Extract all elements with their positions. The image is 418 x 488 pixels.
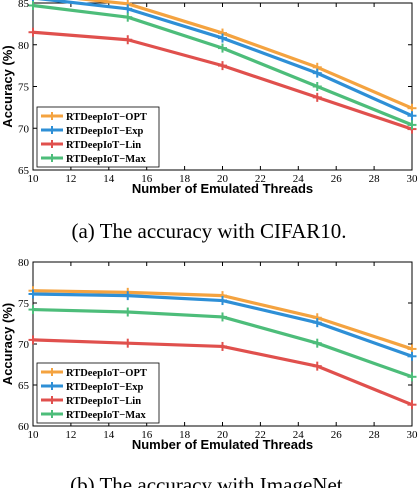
x-axis-label: Number of Emulated Threads — [132, 181, 313, 196]
data-point-lin — [123, 35, 133, 45]
y-tick-label: 65 — [18, 165, 30, 177]
data-point-max — [28, 305, 38, 315]
y-tick-label: 80 — [18, 40, 30, 52]
x-tick-label: 22 — [255, 429, 266, 441]
y-axis-label: Accuracy (%) — [0, 45, 15, 127]
x-tick-label: 14 — [103, 429, 115, 441]
data-point-max — [407, 372, 417, 382]
y-tick-label: 75 — [18, 82, 30, 94]
legend-item-exp: RTDeepIoT−Exp — [41, 382, 144, 393]
figure-caption: (b) The accuracy with ImageNet. — [70, 473, 348, 488]
data-point-lin — [218, 341, 227, 351]
x-tick-label: 28 — [369, 173, 381, 185]
data-point-lin — [218, 61, 227, 71]
data-point-exp — [312, 318, 322, 328]
legend-label: RTDeepIoT−Lin — [66, 140, 141, 151]
data-point-exp — [218, 296, 227, 306]
legend-item-lin: RTDeepIoT−Lin — [41, 140, 141, 151]
x-tick-label: 20 — [217, 173, 229, 185]
legend-label: RTDeepIoT−Exp — [66, 126, 144, 137]
legend-label: RTDeepIoT−Max — [66, 154, 146, 165]
legend: RTDeepIoT−OPT RTDeepIoT−Exp RTDeepIoT−Lin R… — [36, 362, 160, 424]
x-tick-label: 30 — [407, 173, 418, 185]
data-point-exp — [28, 289, 38, 299]
data-point-lin — [312, 92, 322, 102]
data-point-max — [28, 1, 38, 11]
x-tick-label: 12 — [65, 429, 76, 441]
data-point-exp — [218, 33, 227, 43]
x-tick-label: 24 — [293, 429, 305, 441]
data-point-lin — [407, 400, 417, 410]
legend-item-opt: RTDeepIoT−OPT — [41, 112, 147, 123]
y-tick-label: 85 — [18, 0, 30, 10]
data-point-lin — [28, 335, 38, 345]
legend-label: RTDeepIoT−OPT — [66, 368, 147, 379]
y-tick-label: 80 — [18, 257, 30, 269]
x-tick-label: 18 — [179, 429, 191, 441]
data-point-lin — [28, 27, 38, 37]
x-tick-label: 14 — [103, 173, 115, 185]
legend: RTDeepIoT−OPT RTDeepIoT−Exp RTDeepIoT−Lin R… — [36, 106, 160, 168]
chart-panel-1: 10 12 14 16 18 20 22 24 26 28 30 65 70 75 80 85 Number o… — [0, 0, 418, 243]
data-point-max — [407, 120, 417, 130]
data-point-max — [312, 82, 322, 91]
data-point-max — [123, 12, 133, 22]
x-tick-label: 26 — [331, 429, 343, 441]
x-tick-label: 30 — [407, 429, 418, 441]
data-point-exp — [407, 111, 417, 121]
x-tick-label: 16 — [141, 173, 153, 185]
data-point-max — [218, 312, 227, 322]
y-tick-label: 75 — [18, 298, 30, 310]
data-point-exp — [123, 291, 133, 301]
x-tick-label: 22 — [255, 173, 266, 185]
x-tick-label: 20 — [217, 429, 229, 441]
x-tick-label: 24 — [293, 173, 305, 185]
x-axis-label: Number of Emulated Threads — [132, 437, 313, 452]
data-point-max — [218, 43, 227, 53]
y-tick-label: 60 — [18, 421, 30, 433]
data-point-lin — [312, 361, 322, 371]
legend-item-max: RTDeepIoT−Max — [41, 410, 146, 421]
series-line-opt — [76, 0, 413, 110]
y-axis-label: Accuracy (%) — [0, 303, 15, 385]
y-tick-label: 65 — [18, 380, 30, 392]
chart-panel-2: 10 12 14 16 18 20 22 24 26 28 30 60 65 70 75 80 Number o… — [0, 257, 418, 488]
legend-item-opt: RTDeepIoT−OPT — [41, 368, 147, 379]
legend-label: RTDeepIoT−OPT — [66, 112, 147, 123]
legend-label: RTDeepIoT−Exp — [66, 382, 144, 393]
x-tick-label: 12 — [65, 173, 76, 185]
legend-item-lin: RTDeepIoT−Lin — [41, 396, 141, 407]
x-tick-label: 10 — [28, 429, 40, 441]
legend-item-exp: RTDeepIoT−Exp — [41, 126, 144, 137]
data-point-lin — [123, 338, 133, 348]
series-line-exp — [36, 0, 413, 118]
data-point-exp — [32, 0, 34, 3]
data-point-exp — [123, 4, 133, 14]
x-tick-label: 10 — [28, 173, 40, 185]
data-point-exp — [312, 68, 322, 78]
x-tick-label: 18 — [179, 173, 191, 185]
data-point-max — [312, 338, 322, 348]
data-point-exp — [407, 351, 417, 361]
x-tick-label: 26 — [331, 173, 343, 185]
y-tick-label: 70 — [18, 339, 30, 351]
legend-label: RTDeepIoT−Max — [66, 410, 146, 421]
data-point-opt — [407, 103, 417, 113]
legend-item-max: RTDeepIoT−Max — [41, 154, 146, 165]
x-tick-label: 28 — [369, 429, 381, 441]
data-point-max — [123, 307, 133, 317]
legend-label: RTDeepIoT−Lin — [66, 396, 141, 407]
figure-caption: (a) The accuracy with CIFAR10. — [71, 219, 346, 243]
y-tick-label: 70 — [18, 123, 30, 135]
x-tick-label: 16 — [141, 429, 153, 441]
